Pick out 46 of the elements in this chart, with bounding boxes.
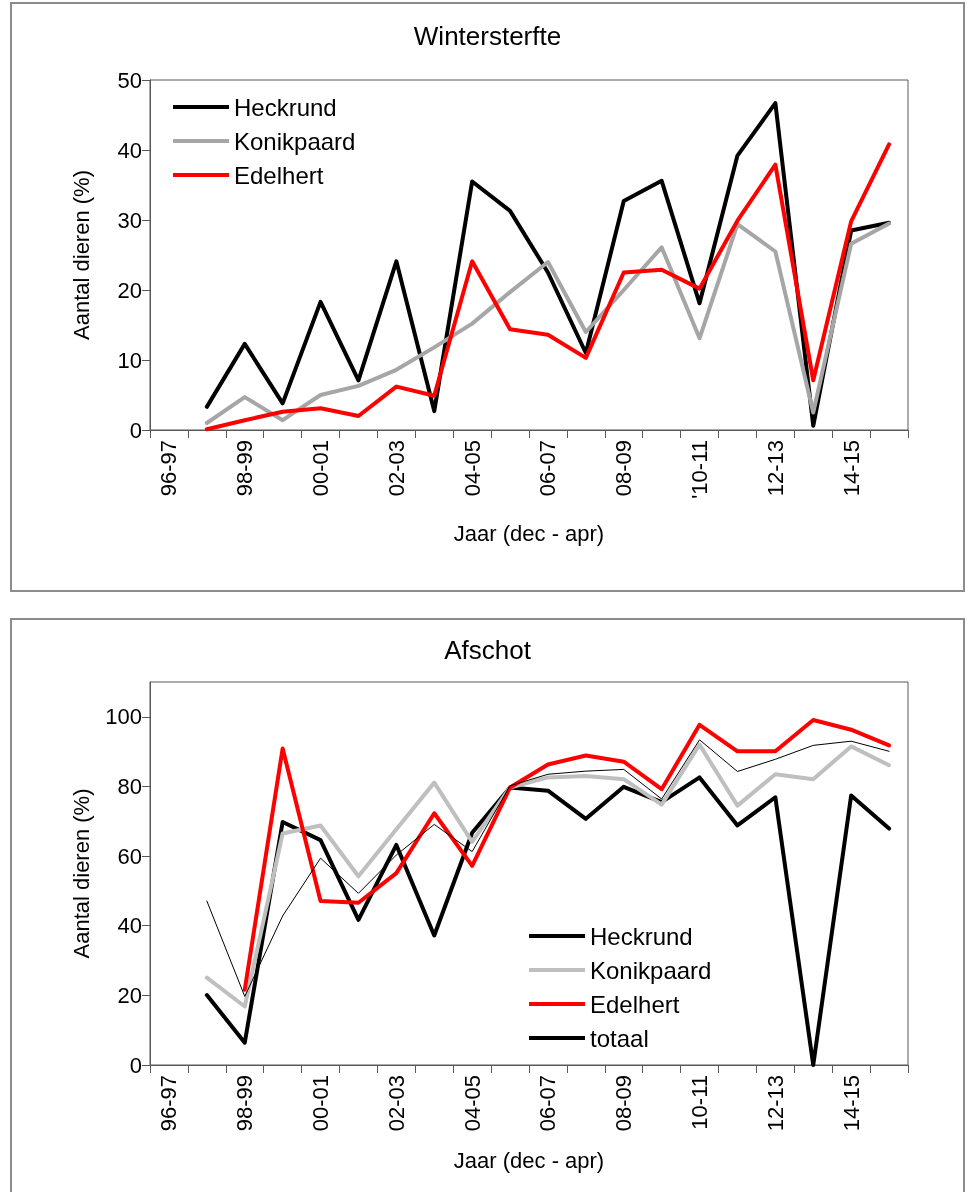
y-tick-label: 20 xyxy=(117,277,142,303)
y-tick-label: 60 xyxy=(117,843,142,869)
y-tick-label: 40 xyxy=(117,913,142,939)
x-tick-label: 06-07 xyxy=(535,1075,561,1132)
y-tick-label: 40 xyxy=(117,137,142,163)
y-tick-label: 20 xyxy=(117,982,142,1008)
x-tick-label: '10-11 xyxy=(687,440,713,499)
y-axis-title: Aantal dieren (%) xyxy=(68,170,94,340)
x-tick-label: 96-97 xyxy=(156,1075,182,1132)
line-series xyxy=(204,221,892,425)
x-tick-label: 08-09 xyxy=(611,1075,637,1132)
legend-label: Edelhert xyxy=(590,990,680,1018)
y-axis-title: Aantal dieren (%) xyxy=(68,788,94,959)
legend-label: Konikpaard xyxy=(590,956,712,984)
x-tick-label: 98-99 xyxy=(232,440,258,497)
legend-label: Konikpaard xyxy=(234,127,356,155)
y-tick-label: 80 xyxy=(117,773,142,799)
x-tick-label: 10-11 xyxy=(687,1075,713,1130)
x-axis-title: Jaar (dec - apr) xyxy=(453,1147,605,1173)
y-tick-label: 30 xyxy=(117,207,142,233)
x-tick-label: 14-15 xyxy=(838,440,864,497)
x-tick-label: 12-13 xyxy=(762,440,788,497)
legend-label: Heckrund xyxy=(234,93,337,121)
chart-title: Afschot xyxy=(444,635,532,665)
y-tick-label: 10 xyxy=(117,347,142,373)
y-tick-label: 50 xyxy=(117,67,142,93)
y-tick-label: 0 xyxy=(129,417,142,443)
x-tick-label: 96-97 xyxy=(156,440,182,497)
chart-title: Wintersterfte xyxy=(413,21,562,51)
x-tick-label: 14-15 xyxy=(838,1075,864,1132)
legend-label: Heckrund xyxy=(590,922,693,950)
x-tick-label: 02-03 xyxy=(383,1075,409,1132)
x-tick-label: 12-13 xyxy=(762,1075,788,1132)
x-tick-label: 04-05 xyxy=(459,440,485,497)
x-tick-label: 00-01 xyxy=(308,440,334,497)
legend-label: Edelhert xyxy=(234,161,324,189)
x-tick-label: 00-01 xyxy=(308,1075,334,1132)
y-tick-label: 100 xyxy=(105,704,142,730)
x-tick-label: 02-03 xyxy=(383,440,409,497)
x-tick-label: 08-09 xyxy=(611,440,637,497)
x-axis-title: Jaar (dec - apr) xyxy=(453,520,605,546)
x-tick-label: 04-05 xyxy=(459,1075,485,1132)
y-tick-label: 0 xyxy=(129,1052,142,1078)
x-tick-label: 98-99 xyxy=(232,1075,258,1132)
x-tick-label: 06-07 xyxy=(535,440,561,497)
legend-label: totaal xyxy=(590,1024,649,1052)
